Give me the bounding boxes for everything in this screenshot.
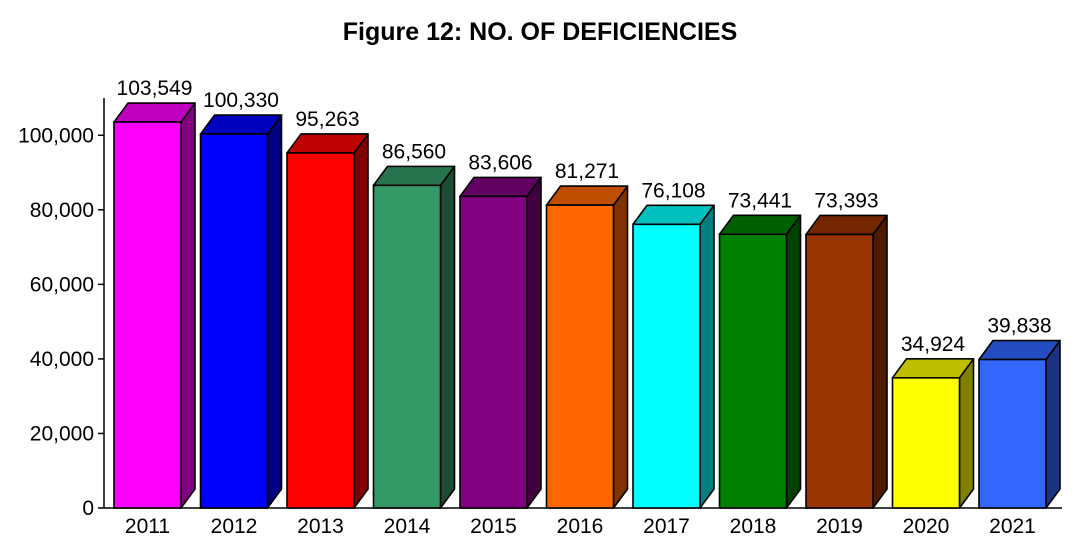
y-tick-label: 0 (82, 497, 94, 520)
data-label: 73,441 (728, 189, 792, 212)
y-tick-label: 20,000 (30, 422, 94, 445)
bar-2014 (372, 165, 456, 509)
data-label: 39,838 (987, 315, 1051, 338)
bar-2017 (632, 204, 715, 509)
chart-title: Figure 12: NO. OF DEFICIENCIES (342, 18, 738, 46)
x-tick-label: 2017 (643, 515, 690, 538)
data-label: 83,606 (468, 151, 532, 174)
bar-2018 (718, 214, 802, 509)
x-tick-label: 2021 (989, 515, 1036, 538)
bar-2020 (891, 358, 975, 509)
x-tick-label: 2015 (470, 515, 517, 538)
x-tick-label: 2019 (816, 515, 863, 538)
x-tick-label: 2016 (557, 515, 604, 538)
data-label: 95,263 (295, 108, 359, 131)
bar-2015 (459, 176, 542, 509)
data-label: 73,393 (814, 189, 878, 212)
y-tick-label: 80,000 (30, 199, 94, 222)
x-tick-label: 2018 (730, 515, 777, 538)
data-label: 81,271 (555, 160, 619, 183)
y-tick-label: 60,000 (30, 273, 94, 296)
x-tick-label: 2020 (903, 515, 950, 538)
x-tick-label: 2011 (125, 515, 170, 538)
bar-2019 (805, 214, 888, 509)
y-tick-label: 100,000 (18, 124, 94, 147)
x-tick-label: 2013 (297, 515, 344, 538)
x-tick-label: 2014 (384, 515, 431, 538)
bar-2011 (113, 102, 196, 509)
x-tick-label: 2012 (211, 515, 258, 538)
bar-2013 (286, 133, 369, 509)
data-label: 86,560 (382, 140, 446, 163)
data-label: 103,549 (117, 77, 193, 100)
data-label: 34,924 (901, 333, 966, 356)
y-tick-label: 40,000 (30, 348, 94, 371)
data-label: 76,108 (641, 179, 705, 202)
bar-2012 (199, 114, 283, 509)
bar-2021 (978, 339, 1061, 509)
bar-2016 (545, 185, 629, 509)
data-label: 100,330 (203, 89, 279, 112)
